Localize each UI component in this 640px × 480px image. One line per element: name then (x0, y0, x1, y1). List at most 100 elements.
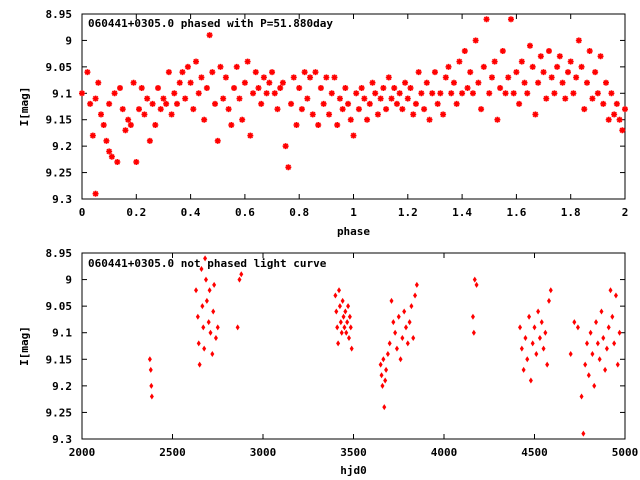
phased-data-point (255, 85, 262, 91)
phased-data-point (399, 106, 406, 113)
phased-data-point (304, 95, 311, 102)
phased-data-point (502, 90, 509, 97)
light-curve-data-point (389, 297, 394, 304)
phased-x-tick-label: 1.6 (506, 206, 526, 219)
light-curve-data-point (521, 366, 526, 373)
phased-data-point (581, 106, 588, 113)
light-curve-data-point (525, 356, 530, 363)
phased-data-point (125, 116, 132, 123)
phased-data-point (206, 32, 213, 39)
phased-data-point (472, 37, 479, 44)
phased-data-point (594, 90, 601, 97)
phased-data-point (193, 58, 200, 65)
light-curve-data-point (235, 324, 240, 331)
phased-data-point (339, 106, 346, 113)
phased-data-point (323, 74, 330, 81)
phased-data-point (269, 69, 276, 76)
phased-data-point (285, 164, 292, 171)
light-curve-data-point (210, 350, 215, 357)
light-curve-data-point (203, 276, 208, 283)
phased-data-point (236, 95, 243, 102)
phased-data-point (282, 143, 289, 150)
phased-data-point (586, 48, 593, 54)
phased-data-point (393, 100, 400, 107)
phased-data-point (456, 58, 463, 65)
phased-data-point (122, 127, 129, 134)
light-curve-data-point (339, 329, 344, 336)
phased-data-point (312, 69, 319, 76)
light-curve-data-point (601, 335, 606, 342)
phased-data-point (342, 85, 349, 91)
phased-data-point (459, 90, 466, 97)
phased-data-point (209, 69, 216, 76)
phased-data-point (146, 137, 153, 144)
phased-data-point (554, 63, 561, 70)
light-curve-data-point (348, 324, 353, 331)
light-curve-data-point (583, 361, 588, 368)
light-curve-data-point (211, 308, 216, 315)
light-curve-data-point (206, 319, 211, 326)
phased-data-point (505, 74, 512, 81)
light-curve-y-tick-label: 9.1 (52, 327, 72, 340)
light-curve-data-point (343, 308, 348, 315)
light-curve-data-point (383, 377, 388, 384)
phased-data-point (165, 69, 172, 76)
phased-data-point (103, 137, 110, 144)
phased-data-point (573, 74, 580, 81)
light-curve-data-point (615, 361, 620, 368)
phased-data-point (231, 85, 238, 91)
phased-data-point (478, 106, 485, 113)
light-curve-data-point (597, 356, 602, 363)
phased-data-point (537, 53, 544, 60)
light-curve-data-point (347, 313, 352, 320)
phased-data-point (494, 116, 501, 123)
phased-x-tick-label: 2 (622, 206, 629, 219)
phased-data-point (184, 63, 191, 70)
phased-data-point (611, 111, 618, 118)
phased-data-point (570, 90, 577, 97)
phased-data-point (163, 100, 170, 107)
light-curve-data-point (528, 377, 533, 384)
phased-data-point (358, 85, 365, 91)
phased-data-point (89, 132, 96, 139)
phased-data-point (535, 79, 542, 86)
phased-data-point (559, 79, 566, 86)
phased-data-point (133, 159, 140, 165)
phased-y-tick-label: 9.1 (52, 87, 72, 100)
phased-data-point (100, 122, 107, 128)
light-curve-data-point (595, 340, 600, 347)
phased-data-point (488, 74, 495, 81)
phased-data-point (317, 85, 324, 91)
phased-data-point (396, 90, 403, 97)
phased-data-point (410, 111, 417, 118)
phased-data-point (136, 106, 143, 113)
light-curve-y-tick-label: 9 (65, 274, 72, 287)
phased-data-point (233, 63, 240, 70)
phased-data-point (92, 190, 99, 197)
light-curve-data-point (201, 324, 206, 331)
light-curve-data-point (149, 393, 154, 400)
light-curve-data-point (208, 329, 213, 336)
phased-data-point (157, 106, 164, 113)
phased-data-point (328, 90, 335, 97)
phased-data-point (467, 69, 474, 76)
phased-data-point (355, 106, 362, 113)
light-curve-data-point (581, 430, 586, 437)
light-curve-data-point (341, 313, 346, 320)
light-curve-data-point (196, 340, 201, 347)
phased-data-point (258, 100, 265, 107)
light-curve-data-point (384, 366, 389, 373)
light-curve-data-point (199, 265, 204, 272)
phased-data-point (483, 16, 490, 23)
light-curve-y-tick-label: 9.25 (46, 406, 73, 419)
light-curve-data-point (470, 313, 475, 320)
light-curve-data-point (610, 313, 615, 320)
phased-x-tick-label: 1.4 (452, 206, 472, 219)
phased-data-point (263, 90, 270, 97)
phased-data-point (182, 95, 189, 102)
phased-data-point (418, 90, 425, 97)
phased-data-point (260, 74, 267, 81)
light-curve-data-point (409, 303, 414, 310)
phased-data-point (532, 111, 539, 118)
